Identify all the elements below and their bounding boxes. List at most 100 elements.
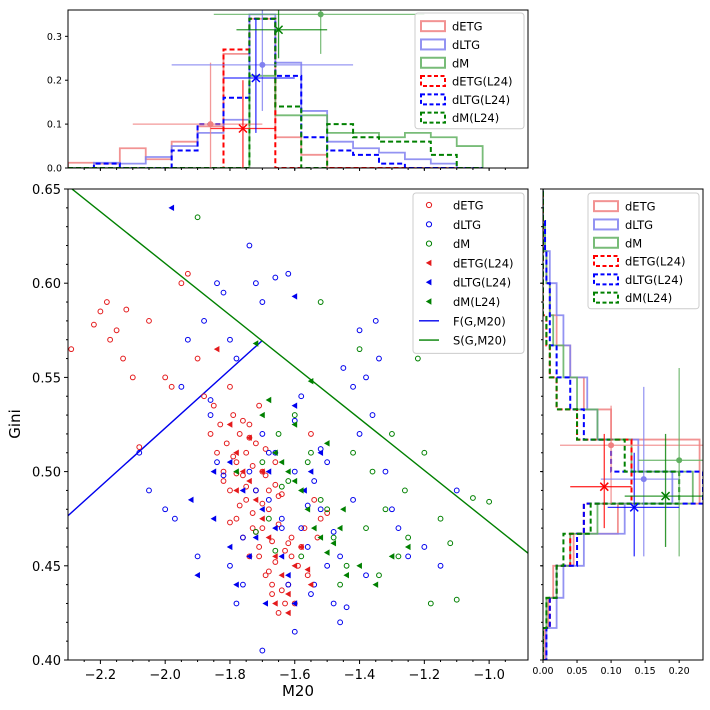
point-dltg — [259, 431, 266, 437]
point-detg — [252, 440, 259, 447]
y-tick-label: 0.40 — [32, 654, 61, 669]
top-histogram-plot-area — [68, 10, 484, 168]
right-histogram-frame — [542, 188, 704, 661]
legend-swatch — [420, 56, 446, 69]
point-detg — [207, 431, 214, 437]
point-dm — [447, 540, 454, 547]
point-dltg — [363, 572, 369, 579]
hist-right-dm-l24 — [543, 189, 681, 660]
point-dltg — [343, 604, 350, 611]
point-detg — [194, 355, 201, 362]
point-dltg — [453, 487, 460, 494]
point-detg-l24 — [252, 496, 259, 504]
legend-item-dm: dM — [425, 237, 470, 251]
point-dm-l24 — [356, 562, 362, 569]
legend-swatch — [593, 255, 619, 268]
point-dltg — [298, 525, 305, 532]
x-tick-label: 0.15 — [635, 666, 656, 677]
legend-item-detg: dETG — [420, 20, 483, 34]
x-tick-label: 0.10 — [601, 666, 622, 677]
point-dm — [421, 449, 428, 456]
series-dm-l24 — [233, 340, 411, 588]
point-detg — [123, 306, 130, 313]
point-detg — [107, 336, 114, 343]
point-dltg — [350, 383, 356, 390]
point-dm — [265, 515, 272, 522]
point-detg — [282, 547, 288, 554]
point-dm-l24 — [298, 487, 304, 494]
point-detg-l24 — [298, 543, 304, 551]
point-detg — [272, 559, 279, 565]
point-dm — [389, 431, 395, 437]
point-dltg — [324, 562, 331, 569]
y-tick-label: 0.0 — [47, 164, 62, 175]
point-dm — [402, 487, 408, 494]
point-dltg — [291, 468, 298, 475]
top-histogram-axes: 0.0 0.1 0.2 0.3 — [47, 32, 506, 175]
mean-marker — [317, 11, 324, 18]
legend-swatch — [420, 75, 446, 88]
right-histogram-axes: 0.00 0.05 0.10 0.15 0.20 — [532, 188, 690, 677]
main-x-axis-label: M20 — [282, 682, 314, 700]
point-dltg-l24 — [285, 572, 291, 579]
point-detg — [285, 540, 292, 547]
point-dltg-l24 — [262, 600, 269, 607]
point-detg-l24 — [246, 434, 252, 441]
point-detg — [113, 327, 120, 334]
y-tick-label: 0.55 — [32, 371, 61, 386]
x-tick-label: 0.20 — [669, 666, 690, 677]
mean-marker — [259, 61, 266, 68]
point-dltg-l24 — [291, 600, 298, 607]
legend-label: F(G,M20) — [453, 314, 506, 328]
y-tick-label: 0.50 — [32, 466, 61, 481]
top-histogram-panel: 0.0 0.1 0.2 0.3 dETG dLTG dM dETG(L24) dLTG(L24… — [47, 9, 529, 175]
point-dm-l24 — [265, 396, 272, 404]
point-dltg — [437, 562, 444, 569]
main-scatter-plot-area — [68, 189, 528, 654]
legend-marker — [425, 259, 432, 267]
point-dm-l24 — [272, 449, 278, 456]
legend-box — [412, 192, 525, 354]
point-dltg — [178, 383, 185, 390]
point-dltg — [285, 581, 292, 588]
point-dm — [308, 449, 314, 456]
point-detg — [262, 572, 269, 579]
point-dltg — [285, 270, 292, 277]
legend-marker — [425, 240, 433, 247]
legend-swatch — [420, 20, 446, 33]
point-dltg — [220, 472, 227, 479]
mean-top-detg — [132, 62, 263, 168]
point-detg — [243, 449, 250, 456]
point-detg-l24 — [233, 449, 239, 456]
point-dltg — [227, 336, 233, 343]
mean-marker — [207, 121, 214, 128]
point-dm — [405, 534, 412, 541]
mean-right-dltg-l24 — [607, 452, 680, 557]
point-dltg — [246, 242, 253, 249]
point-dm-l24 — [340, 506, 346, 513]
point-dltg — [207, 412, 214, 418]
main-scatter-legend: dETG dLTG dM dETG(L24) dLTG(L24) dM(L24) F(G,M… — [412, 192, 525, 354]
point-dltg-l24 — [226, 458, 233, 466]
point-detg — [243, 483, 250, 490]
legend-marker — [425, 279, 432, 286]
legend-item-detg: dETG — [425, 199, 484, 213]
point-dltg — [214, 280, 220, 287]
point-detg — [146, 317, 152, 324]
point-dltg-l24 — [265, 468, 272, 475]
point-detg — [324, 510, 331, 516]
point-dltg — [172, 515, 178, 522]
point-detg-l24 — [239, 468, 246, 475]
y-tick-label: 0.45 — [32, 560, 61, 575]
point-dm-l24 — [330, 539, 337, 547]
point-dltg-l24 — [259, 506, 265, 513]
point-detg — [91, 321, 97, 328]
point-detg-l24 — [259, 515, 265, 522]
point-dltg-l24 — [278, 553, 285, 560]
point-detg — [301, 525, 308, 532]
point-detg-l24 — [291, 562, 298, 569]
point-detg — [275, 610, 282, 616]
point-dm-l24 — [291, 421, 298, 428]
point-dm-l24 — [310, 524, 317, 532]
point-detg — [262, 446, 269, 452]
